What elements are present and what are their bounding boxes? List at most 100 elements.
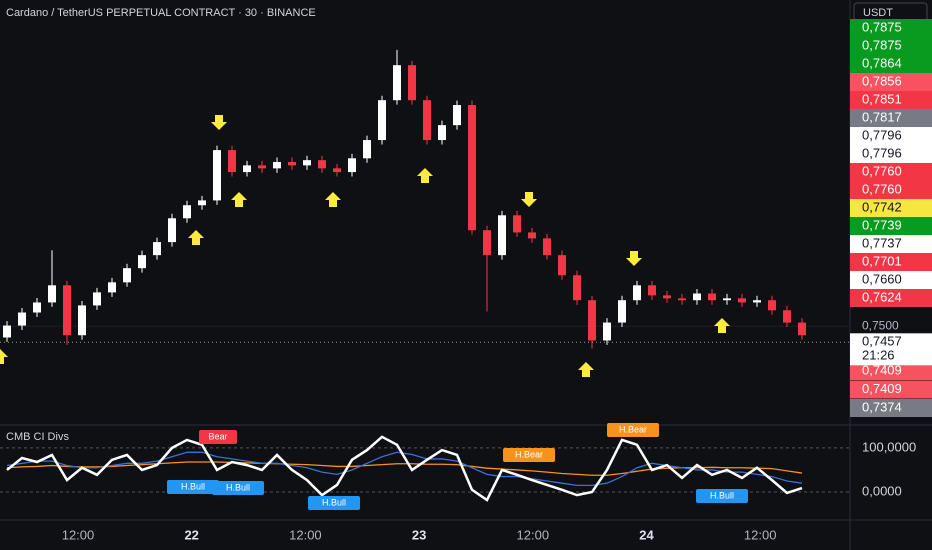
price-label: 0,7739 (862, 217, 902, 232)
price-label: 0,7796 (862, 145, 902, 160)
price-label: 0,7624 (862, 289, 902, 304)
x-tick-label: 22 (184, 527, 198, 542)
last-price-label: 0,7457 (862, 334, 902, 349)
candle-body (498, 215, 506, 256)
divergence-label: H.Bull (710, 490, 734, 500)
price-label-box (850, 199, 932, 217)
x-tick-label: 12:00 (744, 527, 777, 542)
divergence-label: H.Bear (619, 424, 647, 434)
candle-body (288, 162, 296, 166)
signal-up-arrow (0, 349, 8, 364)
candle-body (183, 205, 191, 219)
candle-body (783, 310, 791, 323)
x-tick-label: 23 (412, 527, 426, 542)
signal-up-arrow (325, 192, 341, 207)
candle-body (273, 162, 281, 169)
candle-body (213, 150, 221, 201)
currency-label[interactable]: USDT (863, 7, 893, 19)
candle-body (48, 285, 56, 303)
countdown: 21:26 (862, 348, 895, 363)
price-label: 0,7864 (862, 55, 902, 70)
candle-body (3, 325, 11, 338)
candle-body (798, 322, 806, 336)
price-label-box (850, 362, 932, 380)
candle-body (33, 302, 41, 313)
price-label-box (850, 163, 932, 181)
candle-body (123, 268, 131, 283)
price-label: 0,7742 (862, 199, 902, 214)
signal-down-arrow (211, 115, 227, 130)
candle-body (468, 105, 476, 231)
candle-body (588, 300, 596, 341)
price-label: 0,7856 (862, 73, 902, 88)
signal-down-arrow (626, 251, 642, 266)
price-label-box (850, 271, 932, 289)
price-label-box (850, 181, 932, 199)
divergence-label-box (212, 481, 264, 495)
signal-up-arrow (188, 230, 204, 245)
candle-body (303, 160, 311, 166)
candle-body (423, 100, 431, 141)
price-label: 0,7701 (862, 253, 902, 268)
price-label: 0,7409 (862, 362, 902, 377)
divergence-label-box (308, 496, 360, 510)
y-tick-label: 100,0000 (862, 439, 916, 454)
indicator-title: CMB CI Divs (6, 431, 69, 443)
price-label-box (850, 289, 932, 307)
signal-up-arrow (578, 362, 594, 377)
candle-body (78, 305, 86, 336)
price-label-box (850, 235, 932, 253)
candle-body (93, 292, 101, 306)
candle-body (108, 282, 116, 293)
signal-down-arrow (521, 192, 537, 207)
candle-body (708, 293, 716, 301)
y-tick-label: 0,0000 (862, 483, 902, 498)
candle-body (243, 165, 251, 173)
candle-body (603, 322, 611, 341)
price-label-box (850, 37, 932, 55)
divergence-label-box (503, 448, 555, 462)
price-label-box (850, 55, 932, 73)
divergence-label: H.Bull (181, 481, 205, 491)
price-label-box (850, 217, 932, 235)
candle-body (693, 293, 701, 301)
candle-body (543, 238, 551, 256)
x-tick-label: 24 (639, 527, 654, 542)
candle-body (678, 298, 686, 301)
candle-body (723, 298, 731, 301)
price-label: 0,7875 (862, 37, 902, 52)
symbol-title: Cardano / TetherUS PERPETUAL CONTRACT · … (6, 7, 316, 19)
signal-up-arrow (231, 192, 247, 207)
price-label-box (850, 73, 932, 91)
price-label-box (850, 91, 932, 109)
price-label-box (850, 399, 932, 417)
candle-body (513, 215, 521, 233)
price-label: 0,7760 (862, 181, 902, 196)
candle-body (768, 300, 776, 311)
signal-up-arrow (714, 318, 730, 333)
price-label: 0,7760 (862, 163, 902, 178)
price-label: 0,7660 (862, 271, 902, 286)
divergence-label-box (167, 480, 219, 494)
candle-body (318, 160, 326, 169)
signal-up-arrow (417, 168, 433, 183)
x-tick-label: 12:00 (517, 527, 550, 542)
price-label: 0,7875 (862, 19, 902, 34)
candle-body (528, 232, 536, 239)
candle-body (18, 312, 26, 326)
last-price-box (850, 333, 932, 366)
candle-body (663, 295, 671, 299)
candle-body (153, 242, 161, 256)
divergence-label: H.Bear (515, 449, 543, 459)
price-label-box (850, 109, 932, 127)
candle-body (228, 150, 236, 173)
price-label-box (850, 145, 932, 163)
candle-body (483, 230, 491, 256)
candle-body (453, 105, 461, 126)
price-label: 0,7817 (862, 109, 902, 124)
indicator-line (6, 435, 803, 502)
candle-body (258, 165, 266, 169)
